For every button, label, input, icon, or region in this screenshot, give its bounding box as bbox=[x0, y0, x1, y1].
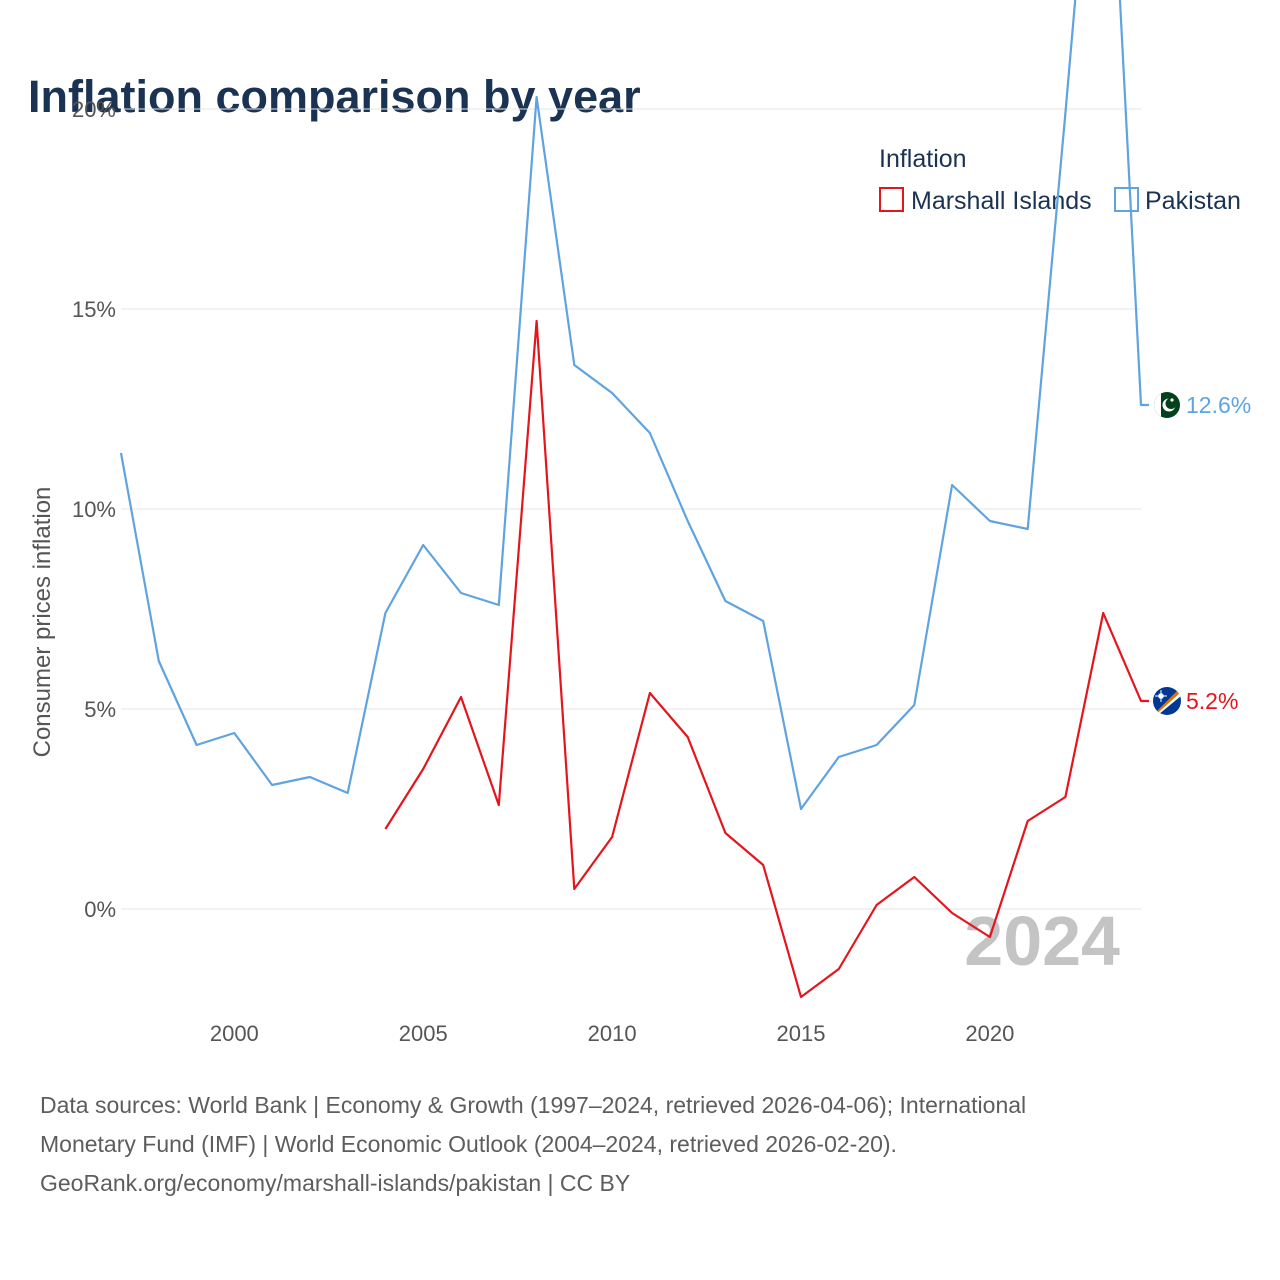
x-tick-label: 2015 bbox=[777, 1021, 826, 1046]
x-tick-label: 2000 bbox=[210, 1021, 259, 1046]
y-tick-label: 20% bbox=[72, 97, 116, 122]
legend-swatch-marshall-islands bbox=[879, 187, 904, 212]
y-axis-label: Consumer prices inflation bbox=[29, 487, 56, 758]
source-line-2: Monetary Fund (IMF) | World Economic Out… bbox=[40, 1131, 897, 1157]
marshall-islands-end-label: 5.2% bbox=[1186, 688, 1238, 714]
marshall-islands-flag-icon bbox=[1153, 687, 1181, 715]
y-tick-label: 10% bbox=[72, 497, 116, 522]
legend-title: Inflation bbox=[879, 145, 967, 173]
gridlines bbox=[121, 108, 1141, 910]
year-watermark: 2024 bbox=[964, 902, 1120, 980]
pakistan-end-label: 12.6% bbox=[1186, 392, 1251, 418]
pakistan-flag-icon bbox=[1154, 392, 1180, 418]
chart-title: Inflation comparison by year bbox=[28, 71, 641, 122]
x-tick-label: 2020 bbox=[965, 1021, 1014, 1046]
y-tick-label: 0% bbox=[84, 897, 116, 922]
legend-label-marshall-islands: Marshall Islands bbox=[911, 187, 1092, 215]
x-axis-ticks: 2000 2005 2010 2015 2020 bbox=[210, 1021, 1015, 1046]
y-tick-label: 15% bbox=[72, 297, 116, 322]
source-line-1: Data sources: World Bank | Economy & Gro… bbox=[40, 1092, 1027, 1118]
series-line-pakistan[interactable] bbox=[119, 0, 1149, 811]
y-axis-ticks: 0%5%10%15%20%25%30% bbox=[72, 97, 116, 922]
legend-item-pakistan[interactable]: Pakistan bbox=[1114, 187, 1241, 215]
legend-item-marshall-islands[interactable]: Marshall Islands bbox=[879, 187, 1092, 215]
end-labels: 12.6% 5.2% bbox=[1153, 392, 1251, 715]
legend: Inflation Marshall Islands Pakistan bbox=[879, 145, 1241, 215]
legend-label-pakistan: Pakistan bbox=[1145, 187, 1241, 215]
source-link[interactable]: GeoRank.org/economy/marshall-islands/pak… bbox=[40, 1170, 631, 1196]
y-tick-label: 5% bbox=[84, 697, 116, 722]
series-lines bbox=[119, 0, 1149, 999]
x-tick-label: 2005 bbox=[399, 1021, 448, 1046]
data-sources-footer: Data sources: World Bank | Economy & Gro… bbox=[40, 1086, 1220, 1203]
x-tick-label: 2010 bbox=[588, 1021, 637, 1046]
legend-swatch-pakistan bbox=[1114, 187, 1139, 212]
series-line-marshall-islands[interactable] bbox=[384, 319, 1149, 999]
